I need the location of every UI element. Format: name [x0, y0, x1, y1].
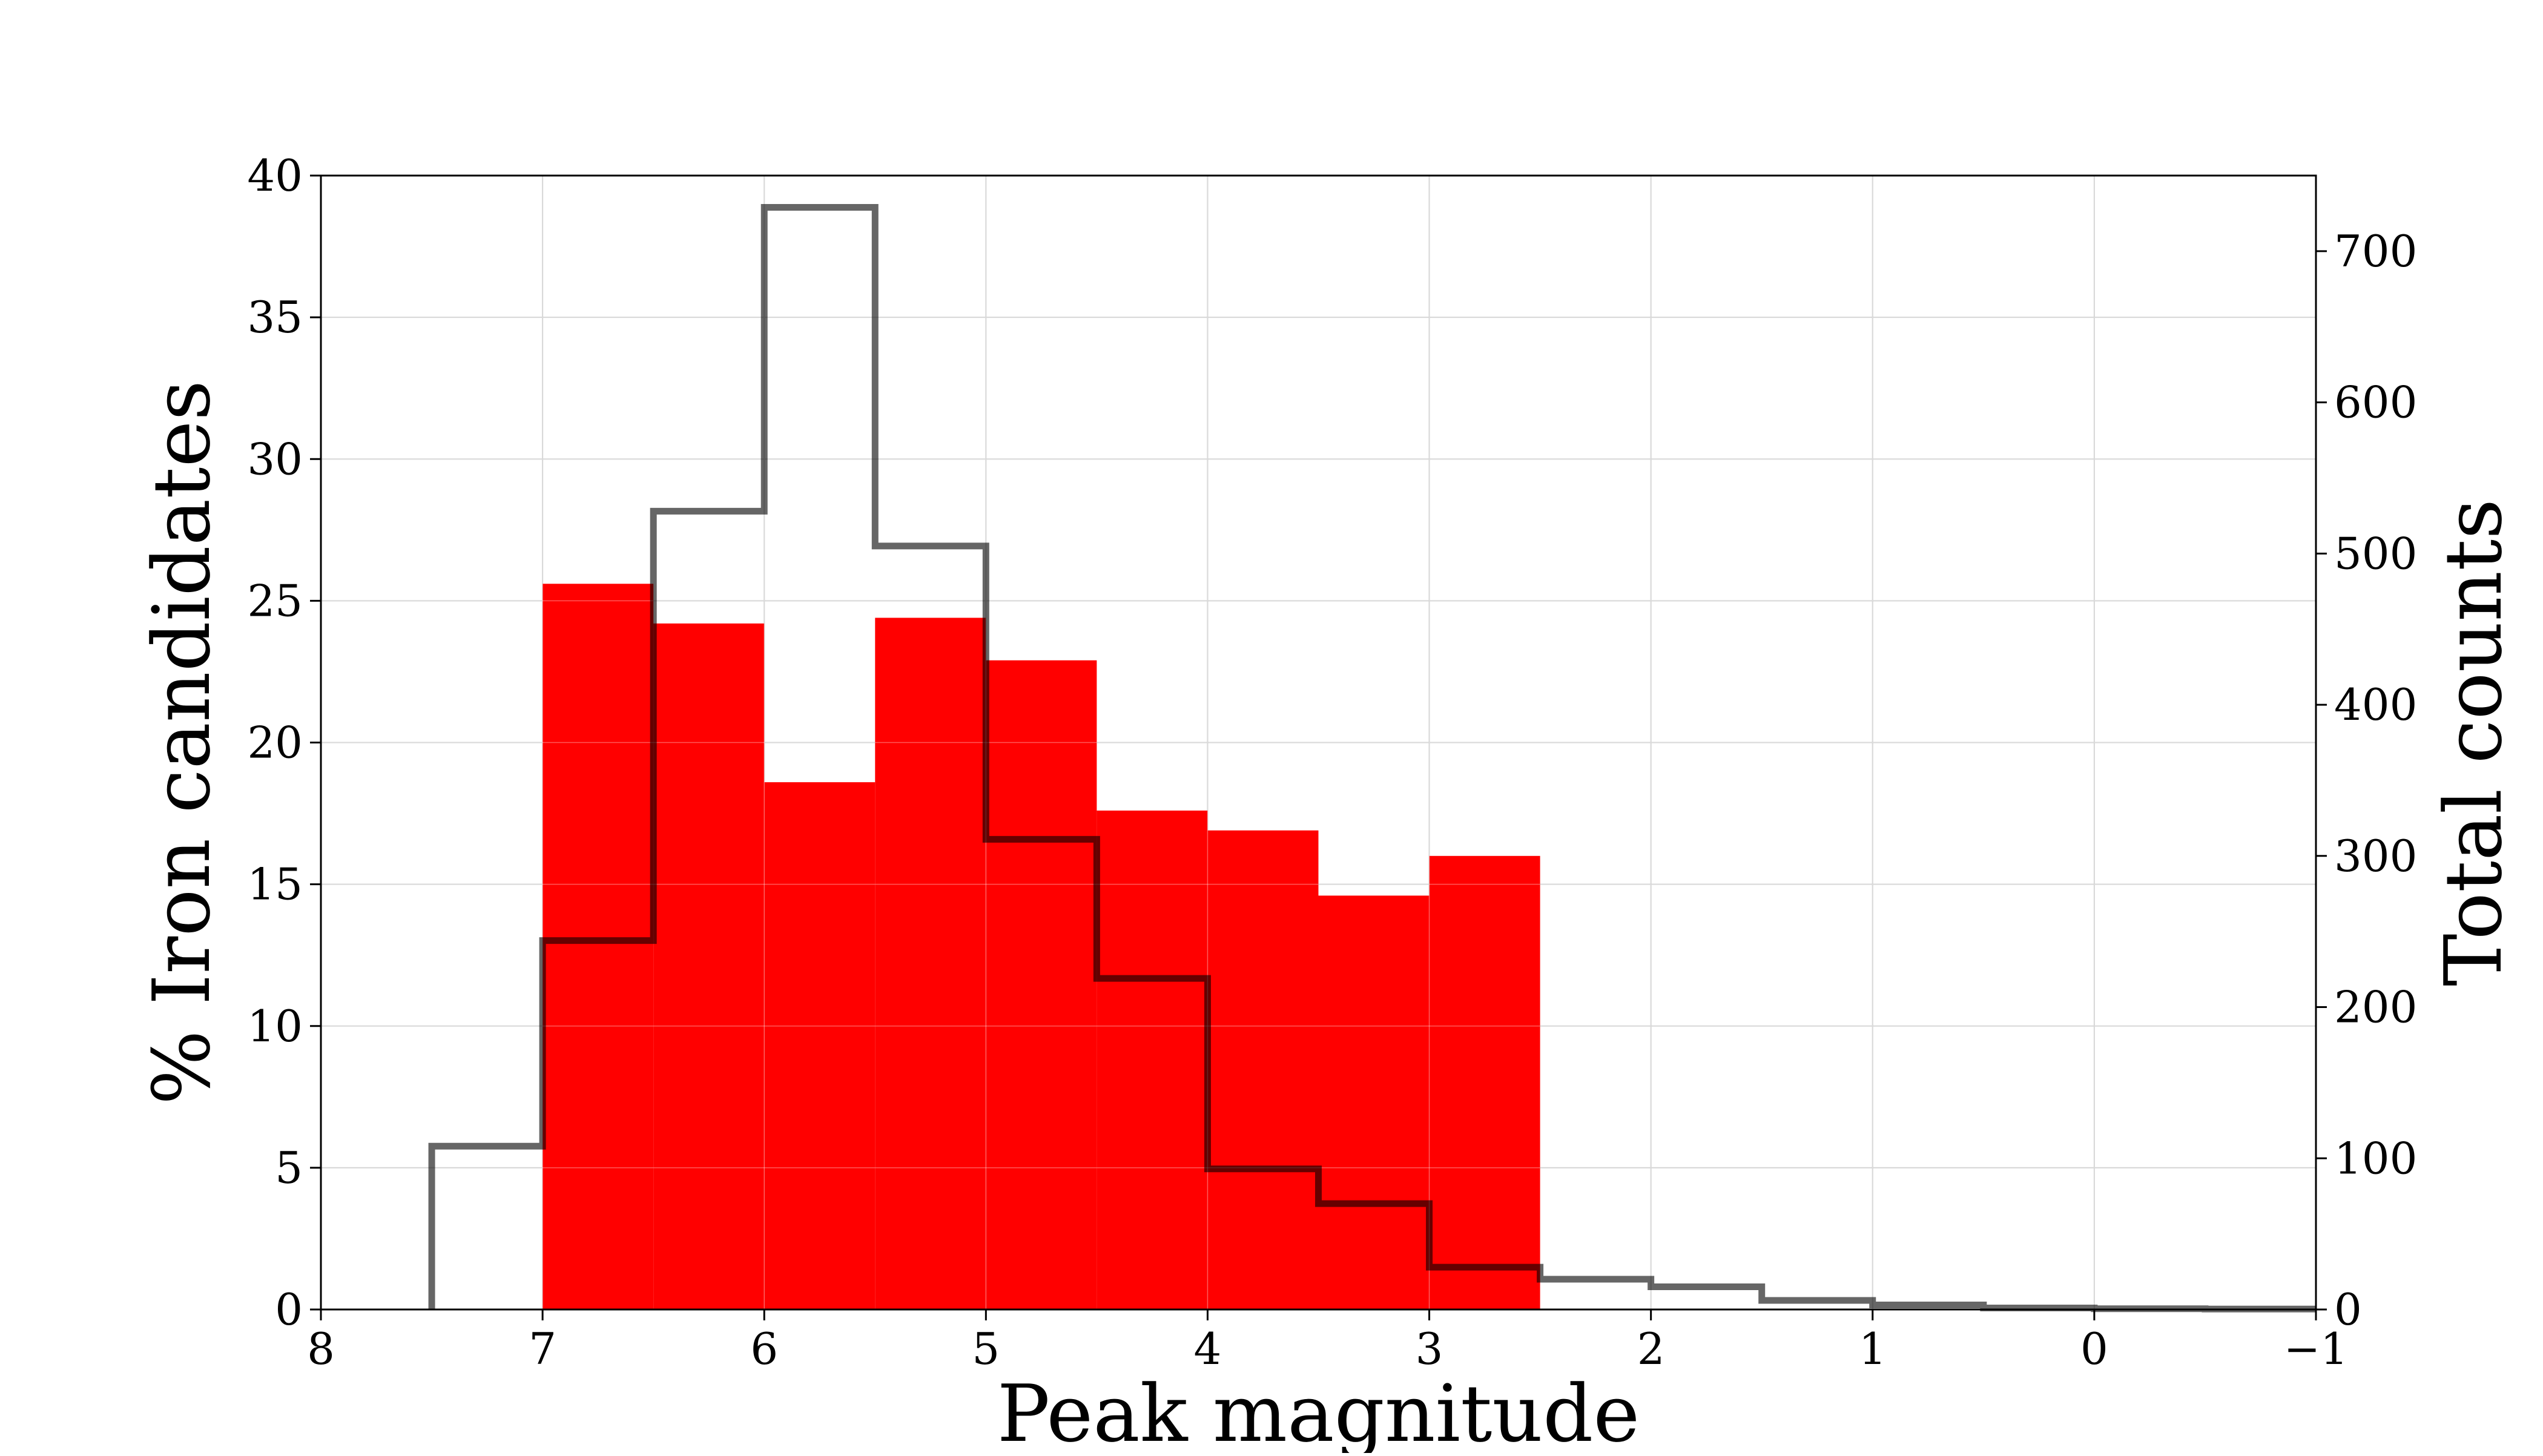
y-right-tick-label: 600: [2334, 377, 2417, 428]
bar: [1097, 810, 1208, 1309]
y-left-tick-label: 35: [247, 292, 303, 343]
y-right-tick-label: 500: [2334, 528, 2417, 579]
y-left-axis-title: % Iron candidates: [136, 380, 228, 1105]
y-left-tick-label: 15: [247, 859, 303, 910]
x-tick-label: −1: [2284, 1323, 2348, 1374]
bar: [1429, 855, 1540, 1309]
x-tick-label: 7: [529, 1323, 556, 1374]
bar: [653, 623, 765, 1309]
bar: [543, 584, 654, 1309]
y-right-tick-label: 400: [2334, 679, 2417, 730]
x-tick-label: 3: [1416, 1323, 1443, 1374]
y-right-axis-ticks: 0 100 200 300 400 500 600 700: [2316, 226, 2417, 1335]
y-right-tick-label: 700: [2334, 226, 2417, 277]
y-right-axis-title: Total counts: [2427, 499, 2519, 986]
y-left-axis-ticks: 0 5 10 15 20 25 30 35 40: [247, 150, 321, 1335]
bar: [986, 660, 1097, 1309]
y-left-tick-label: 5: [275, 1142, 303, 1193]
x-axis-title: Peak magnitude: [997, 1368, 1640, 1453]
x-tick-label: 4: [1194, 1323, 1222, 1374]
y-right-tick-label: 200: [2334, 982, 2417, 1033]
y-left-tick-label: 20: [247, 717, 303, 768]
y-right-tick-label: 0: [2334, 1284, 2362, 1335]
x-tick-label: 5: [972, 1323, 1000, 1374]
step-line: [428, 203, 2316, 1313]
y-right-tick-label: 300: [2334, 831, 2417, 881]
bar: [1207, 830, 1319, 1309]
x-tick-label: 8: [307, 1323, 335, 1374]
bar: [875, 618, 986, 1309]
bar: [1318, 895, 1430, 1309]
bar: [764, 782, 876, 1309]
x-tick-label: 0: [2080, 1323, 2108, 1374]
x-tick-label: 6: [750, 1323, 778, 1374]
iron-percent-bars: [320, 175, 2317, 1310]
x-axis-ticks: 8 7 6 5 4 3 2 1 0 −1: [307, 1309, 2348, 1374]
x-tick-label: 2: [1637, 1323, 1665, 1374]
y-left-tick-label: 0: [275, 1284, 303, 1335]
y-left-tick-label: 30: [247, 433, 303, 484]
y-left-tick-label: 40: [247, 150, 303, 201]
y-left-tick-label: 25: [247, 575, 303, 626]
y-left-tick-label: 10: [247, 1001, 303, 1052]
total-counts-step: [428, 203, 2316, 1313]
y-right-tick-label: 100: [2334, 1133, 2417, 1184]
x-tick-label: 1: [1859, 1323, 1887, 1374]
